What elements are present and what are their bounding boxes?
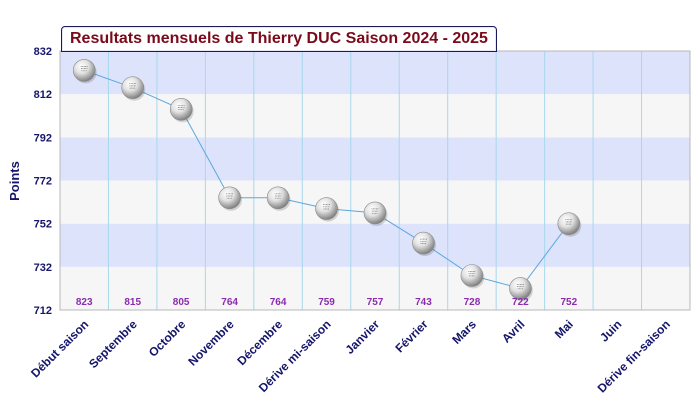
data-point-marker [72,59,97,84]
x-tick-label: Mars [449,317,479,347]
data-label: 757 [367,297,384,308]
data-label: 764 [270,297,287,308]
data-label: 722 [512,297,529,308]
y-tick-label: 712 [34,305,52,317]
y-tick-label: 772 [34,176,52,188]
marker-ball [218,186,241,210]
y-tick-label: 732 [34,262,52,274]
grid-band [60,266,690,310]
marker-ball [509,277,532,300]
grid-band [60,223,690,267]
marker-ball [412,231,435,255]
data-point-marker [218,186,243,211]
data-point-marker [557,212,582,237]
chart-title: Resultats mensuels de Thierry DUC Saison… [61,26,497,52]
x-tick-label: Novembre [185,317,237,369]
x-tick-label: Avril [499,317,527,345]
data-label: 743 [415,297,432,308]
x-tick-label: Mai [552,317,576,341]
marker-ball [315,197,338,220]
x-tick-label: Décembre [234,317,285,368]
x-tick-label: Juin [597,317,624,344]
data-point-marker [121,76,146,101]
marker-ball [121,76,144,99]
y-axis-label: Points [7,161,22,201]
data-point-marker [509,277,533,302]
x-tick-label: Début saison [28,317,91,380]
data-label: 805 [173,297,190,308]
data-point-marker [169,98,194,123]
y-tick-label: 812 [34,89,52,101]
data-label: 759 [318,297,335,308]
grid-band [60,51,690,95]
marker-ball [72,59,96,82]
data-point-marker [363,201,388,226]
grid-band [60,137,690,181]
marker-ball [363,201,387,225]
data-label: 823 [76,297,93,308]
data-label: 728 [464,297,481,308]
x-tick-label: Octobre [146,317,189,360]
grid-band [60,94,690,138]
y-tick-label: 832 [34,46,52,58]
marker-ball [557,212,581,235]
data-point-marker [412,231,436,257]
y-tick-label: 792 [34,132,52,144]
y-tick-label: 752 [34,219,52,231]
data-label: 764 [221,297,238,308]
data-label: 752 [561,297,578,308]
marker-ball [169,98,193,121]
data-point-marker [266,186,291,211]
marker-ball [266,186,290,210]
data-point-marker [460,264,485,289]
x-tick-label: Septembre [86,317,140,371]
data-point-marker [315,197,339,222]
x-tick-label: Janvier [343,317,383,357]
marker-ball [460,264,484,287]
data-label: 815 [124,297,141,308]
x-tick-label: Février [392,317,430,355]
